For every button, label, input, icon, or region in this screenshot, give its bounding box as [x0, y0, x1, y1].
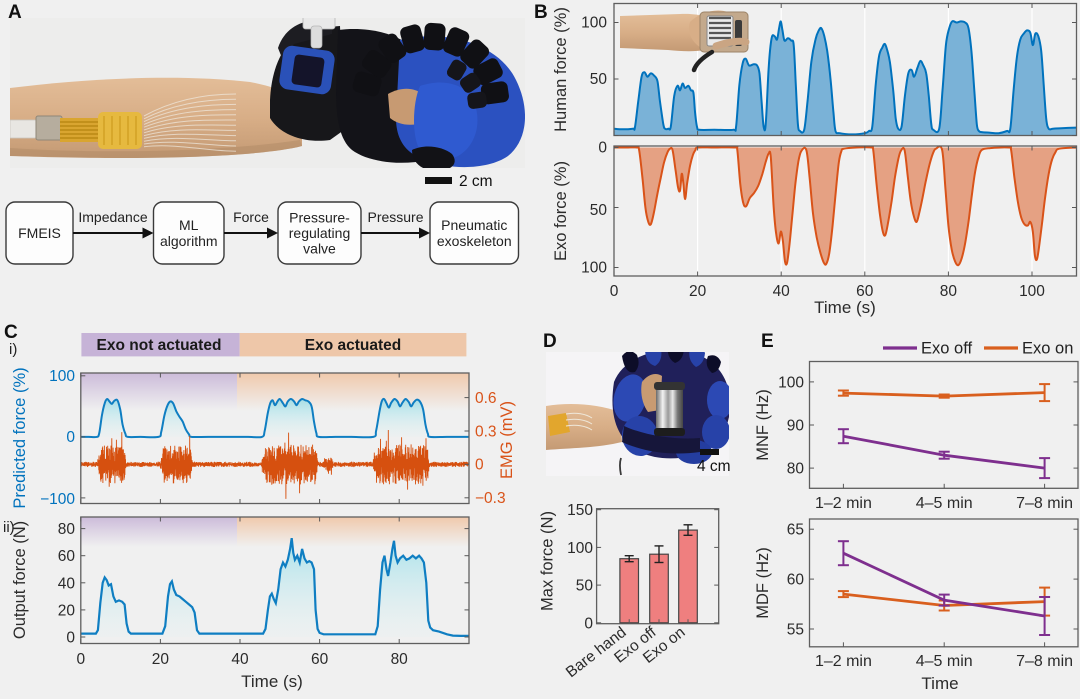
svg-text:Predicted force (%): Predicted force (%) — [11, 367, 29, 508]
svg-text:Exo off: Exo off — [921, 340, 972, 358]
svg-text:7–8 min: 7–8 min — [1016, 653, 1073, 670]
svg-text:Pressure-: Pressure- — [289, 210, 350, 226]
svg-text:60: 60 — [787, 572, 805, 589]
svg-text:i): i) — [9, 341, 17, 358]
svg-text:−0.3: −0.3 — [475, 490, 506, 507]
svg-text:Pressure: Pressure — [367, 209, 423, 225]
svg-text:50: 50 — [590, 202, 608, 219]
svg-text:0: 0 — [475, 457, 484, 474]
svg-text:80: 80 — [58, 521, 76, 538]
svg-text:Human force (%): Human force (%) — [552, 7, 570, 132]
svg-text:Exo on: Exo on — [1022, 340, 1073, 358]
svg-text:ML: ML — [179, 217, 199, 233]
svg-text:20: 20 — [689, 283, 707, 300]
svg-text:100: 100 — [778, 374, 804, 391]
svg-text:55: 55 — [787, 622, 804, 639]
svg-text:100: 100 — [1019, 283, 1045, 300]
svg-text:Time (s): Time (s) — [814, 298, 876, 317]
svg-text:0: 0 — [584, 615, 593, 632]
svg-text:4–5 min: 4–5 min — [916, 653, 973, 670]
svg-text:ii): ii) — [3, 519, 15, 536]
svg-text:algorithm: algorithm — [160, 233, 218, 249]
svg-text:20: 20 — [152, 651, 170, 668]
svg-text:2 cm: 2 cm — [459, 173, 493, 190]
svg-text:0: 0 — [610, 283, 619, 300]
svg-text:Exo actuated: Exo actuated — [305, 337, 401, 354]
svg-text:MNF (Hz): MNF (Hz) — [754, 389, 772, 460]
svg-text:50: 50 — [590, 71, 608, 88]
svg-text:exoskeleton: exoskeleton — [437, 233, 512, 249]
svg-text:60: 60 — [311, 651, 329, 668]
svg-text:40: 40 — [58, 575, 76, 592]
svg-text:−100: −100 — [40, 491, 75, 508]
svg-text:regulating: regulating — [289, 225, 351, 241]
svg-text:100: 100 — [581, 260, 607, 277]
svg-text:0: 0 — [598, 140, 607, 157]
svg-text:Max force (N): Max force (N) — [539, 511, 557, 611]
svg-text:80: 80 — [787, 461, 805, 478]
svg-text:0: 0 — [76, 651, 85, 668]
svg-text:50: 50 — [576, 578, 594, 595]
svg-text:100: 100 — [567, 540, 593, 557]
svg-text:Output force (N): Output force (N) — [11, 521, 29, 639]
svg-text:90: 90 — [787, 418, 805, 435]
svg-text:60: 60 — [58, 548, 76, 565]
svg-text:D: D — [543, 331, 557, 352]
svg-text:60: 60 — [856, 283, 874, 300]
svg-text:7–8 min: 7–8 min — [1016, 495, 1073, 512]
svg-text:Time (s): Time (s) — [241, 672, 303, 691]
svg-text:100: 100 — [49, 368, 75, 385]
svg-text:0.6: 0.6 — [475, 390, 497, 407]
svg-text:65: 65 — [787, 522, 804, 539]
svg-text:1–2 min: 1–2 min — [815, 653, 872, 670]
svg-text:E: E — [761, 331, 774, 352]
svg-text:EMG (mV): EMG (mV) — [498, 401, 516, 479]
svg-text:Exo not actuated: Exo not actuated — [97, 337, 222, 354]
svg-text:100: 100 — [581, 15, 607, 32]
svg-text:A: A — [8, 2, 22, 23]
svg-text:0: 0 — [66, 429, 75, 446]
svg-text:Force: Force — [233, 209, 269, 225]
svg-text:0.3: 0.3 — [475, 424, 497, 441]
svg-text:Impedance: Impedance — [78, 209, 147, 225]
svg-text:80: 80 — [391, 651, 409, 668]
svg-text:4 cm: 4 cm — [697, 458, 731, 475]
svg-text:80: 80 — [940, 283, 958, 300]
svg-text:1–2 min: 1–2 min — [815, 495, 872, 512]
svg-text:40: 40 — [231, 651, 249, 668]
svg-text:FMEIS: FMEIS — [18, 225, 61, 241]
svg-text:C: C — [4, 322, 18, 343]
svg-text:150: 150 — [567, 502, 593, 519]
svg-text:B: B — [534, 2, 548, 23]
svg-text:Exo force (%): Exo force (%) — [552, 161, 570, 261]
svg-text:0: 0 — [66, 630, 75, 647]
svg-text:MDF (Hz): MDF (Hz) — [754, 547, 772, 618]
svg-text:20: 20 — [58, 602, 76, 619]
svg-text:valve: valve — [303, 241, 336, 257]
svg-text:40: 40 — [773, 283, 791, 300]
svg-text:4–5 min: 4–5 min — [916, 495, 973, 512]
svg-text:Time: Time — [921, 674, 958, 693]
svg-text:Pneumatic: Pneumatic — [441, 217, 507, 233]
